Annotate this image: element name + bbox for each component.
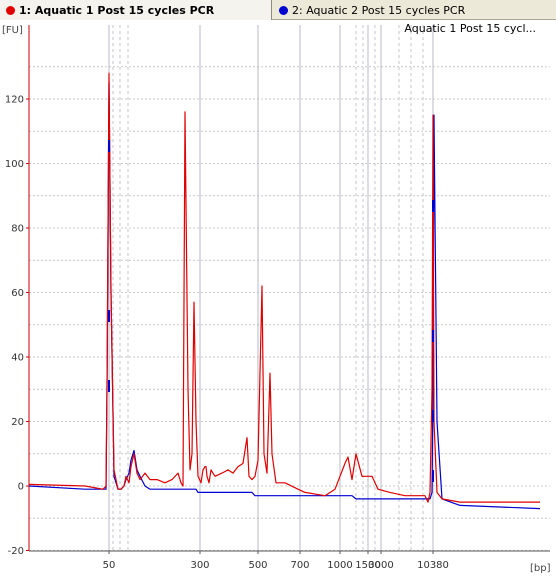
y-tick-label: -20 <box>8 546 24 557</box>
tab-sample-1[interactable]: 1: Aquatic 1 Post 15 cycles PCR <box>0 0 272 20</box>
x-tick-label: 500 <box>248 560 267 571</box>
x-tick-label: 3000 <box>368 560 393 571</box>
chart-grid <box>29 25 550 551</box>
x-tick-label: 50 <box>103 560 116 571</box>
tab-sample-2[interactable]: 2: Aquatic 2 Post 15 cycles PCR <box>273 0 556 20</box>
x-axis-unit-label: [bp] <box>530 563 551 574</box>
x-tick-label: 700 <box>290 560 309 571</box>
y-tick-label: 120 <box>5 95 24 106</box>
tab-sample-1-label: 1: Aquatic 1 Post 15 cycles PCR <box>19 3 215 17</box>
red-dot-icon <box>6 5 15 15</box>
chart-axes: -20 0 20 40 60 80 100 120 50 300 500 700 1000 1500300… <box>5 25 550 571</box>
tab-sample-2-label: 2: Aquatic 2 Post 15 cycles PCR <box>292 3 466 17</box>
y-tick-label: 0 <box>18 482 24 493</box>
y-tick-label: 100 <box>5 159 24 170</box>
x-tick-label: 1500 <box>355 560 380 571</box>
chart-plot-area <box>28 72 541 510</box>
x-tick-label: 1000 <box>327 560 352 571</box>
series-line-sample-2 <box>28 82 541 510</box>
blue-dot-icon <box>279 5 288 15</box>
y-axis-unit-label: [FU] <box>2 25 23 36</box>
y-tick-label: 40 <box>11 353 24 364</box>
y-tick-label: 20 <box>11 417 24 428</box>
y-tick-label: 80 <box>11 224 24 235</box>
series-line-sample-1 <box>28 72 540 503</box>
chart-background <box>0 21 556 586</box>
sample-tab-bar: 1: Aquatic 1 Post 15 cycles PCR 2: Aquat… <box>0 0 556 20</box>
x-tick-label: 10380 <box>417 560 449 571</box>
x-tick-label: 300 <box>190 560 209 571</box>
y-tick-label: 60 <box>11 288 24 299</box>
chart-title: Aquatic 1 Post 15 cycl... <box>404 22 536 35</box>
